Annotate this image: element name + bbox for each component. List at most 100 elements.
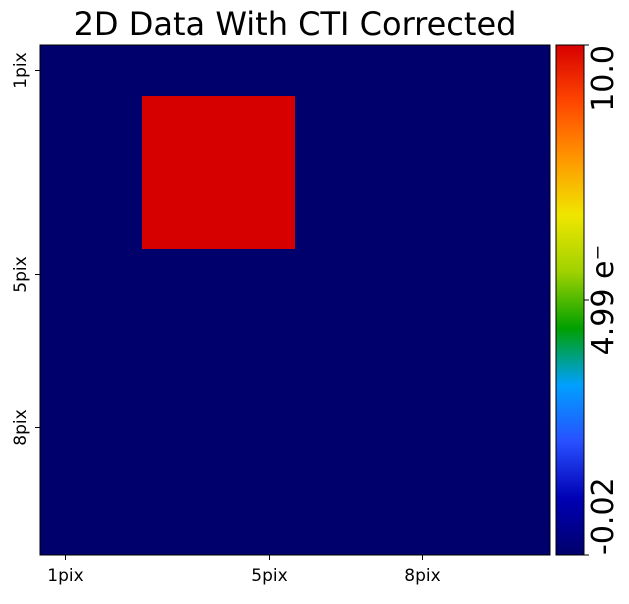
heatmap-cell (244, 198, 296, 250)
heatmap-cell (346, 402, 398, 454)
heatmap-cell (40, 300, 92, 352)
heatmap-cell (193, 249, 245, 301)
heatmap-cell (244, 402, 296, 454)
heatmap-cell (499, 504, 551, 556)
heatmap-cell (193, 453, 245, 505)
heatmap-cell (397, 504, 449, 556)
heatmap-cell (397, 147, 449, 199)
heatmap-cell (448, 147, 500, 199)
heatmap-cell (244, 147, 296, 199)
heatmap-cell (295, 300, 347, 352)
heatmap-cell (448, 504, 500, 556)
heatmap-cell (448, 249, 500, 301)
y-tick-label: 8pix (11, 409, 31, 445)
heatmap-cell (295, 147, 347, 199)
heatmap-cell (448, 96, 500, 148)
heatmap-cell (397, 453, 449, 505)
x-tick-label: 8pix (404, 566, 440, 586)
heatmap-cell (142, 402, 194, 454)
heatmap-cell (142, 300, 194, 352)
heatmap-cell (499, 45, 551, 97)
colorbar-tick-label: -0.02 (586, 477, 621, 555)
heatmap-cell (142, 453, 194, 505)
heatmap-cell (448, 402, 500, 454)
chart-title: 2D Data With CTI Corrected (74, 5, 517, 43)
x-tick-label: 5pix (251, 566, 287, 586)
heatmap-cell (244, 453, 296, 505)
heatmap-cell (346, 300, 398, 352)
heatmap-cell (40, 198, 92, 250)
heatmap-cell (448, 45, 500, 97)
heatmap-cell (295, 402, 347, 454)
heatmap-cell (40, 249, 92, 301)
heatmap-cell (295, 504, 347, 556)
heatmap-cell (91, 504, 143, 556)
heatmap-cell (40, 402, 92, 454)
heatmap-cell (499, 147, 551, 199)
heatmap-cell (295, 45, 347, 97)
heatmap-cell (448, 453, 500, 505)
heatmap-cell (91, 198, 143, 250)
heatmap-cell (346, 249, 398, 301)
x-tick-label: 1pix (47, 566, 83, 586)
heatmap-cell (142, 198, 194, 250)
heatmap-cell (397, 351, 449, 403)
heatmap-cell (91, 453, 143, 505)
heatmap-cell (193, 198, 245, 250)
heatmap-cell (397, 249, 449, 301)
heatmap-cell (142, 504, 194, 556)
heatmap-cell (295, 96, 347, 148)
heatmap-cell (40, 453, 92, 505)
heatmap-cell (448, 198, 500, 250)
heatmap-cell (91, 351, 143, 403)
heatmap-cell (142, 249, 194, 301)
heatmap-cell (295, 249, 347, 301)
heatmap-cell (91, 300, 143, 352)
heatmap-cell (346, 147, 398, 199)
y-axis: 1pix 5pix 8pix (11, 52, 40, 446)
colorbar-tick-label: 4.99 e⁻ (586, 245, 621, 356)
heatmap-cell (397, 96, 449, 148)
x-axis: 1pix 5pix 8pix (47, 555, 441, 586)
heatmap-cell (40, 504, 92, 556)
heatmap-cell (91, 249, 143, 301)
colorbar-ticks: -0.02 4.99 e⁻ 10.0 (584, 44, 621, 556)
heatmap-cell (397, 198, 449, 250)
heatmap-cell (346, 96, 398, 148)
heatmap-cell (142, 351, 194, 403)
heatmap-cell (142, 45, 194, 97)
heatmap-cell (499, 198, 551, 250)
colorbar (555, 44, 585, 556)
heatmap-cell (346, 45, 398, 97)
heatmap-cell (40, 96, 92, 148)
heatmap-cell (193, 504, 245, 556)
heatmap-cell (448, 300, 500, 352)
heatmap-cell (142, 147, 194, 199)
heatmap-cell (193, 402, 245, 454)
heatmap-cell (397, 300, 449, 352)
heatmap-cells (40, 45, 551, 556)
heatmap-cell (142, 96, 194, 148)
heatmap-cell (448, 351, 500, 403)
plot-frame (39, 44, 551, 556)
colorbar-tick-label: 10.0 (586, 45, 621, 112)
heatmap-cell (244, 300, 296, 352)
heatmap-cell (244, 249, 296, 301)
heatmap-cell (244, 351, 296, 403)
heatmap-cell (40, 147, 92, 199)
heatmap-cell (397, 45, 449, 97)
heatmap-cell (193, 351, 245, 403)
heatmap-cell (346, 453, 398, 505)
heatmap-cell (193, 45, 245, 97)
heatmap-cell (244, 96, 296, 148)
heatmap-cell (499, 453, 551, 505)
heatmap-cell (499, 351, 551, 403)
heatmap-cell (346, 351, 398, 403)
heatmap-cell (193, 96, 245, 148)
heatmap-cell (40, 351, 92, 403)
heatmap-cell (244, 504, 296, 556)
heatmap-cell (91, 45, 143, 97)
heatmap-cell (499, 300, 551, 352)
heatmap-cell (397, 402, 449, 454)
